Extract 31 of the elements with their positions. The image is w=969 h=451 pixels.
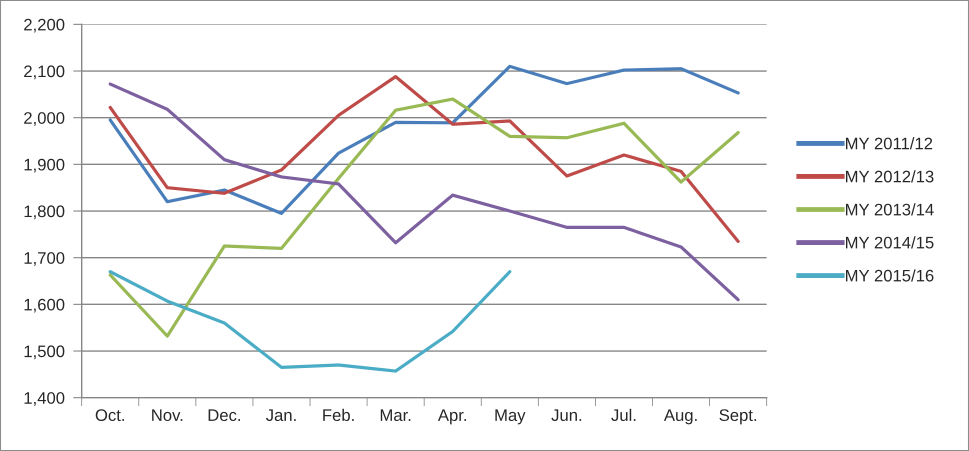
y-tick-label: 1,600 — [24, 298, 64, 313]
x-tick-label: Aug. — [664, 409, 697, 424]
y-tick-label: 1,700 — [24, 252, 64, 266]
legend-label: MY 2015/16 — [846, 269, 934, 282]
x-tick-label: Feb. — [323, 408, 354, 422]
line-series — [108, 270, 512, 373]
x-tick-label: May — [495, 409, 526, 424]
y-tick-label: 1,800 — [24, 205, 64, 220]
x-tick-label: Jun. — [551, 409, 582, 422]
x-tick-label: Sept. — [719, 409, 756, 424]
line-series — [108, 64, 740, 215]
x-tick-label: Dec. — [208, 409, 240, 422]
legend-label: MY 2012/13 — [846, 170, 934, 182]
legend-label: MY 2014/15 — [846, 236, 934, 249]
y-tick-label: 1,500 — [24, 345, 64, 360]
line-series — [108, 82, 740, 302]
line-series — [108, 75, 740, 243]
x-tick-label: Apr. — [438, 409, 466, 424]
x-tick-label: Mar. — [380, 409, 410, 422]
y-tick-label: 2,200 — [24, 18, 64, 33]
y-tick-label: 2,000 — [24, 112, 64, 126]
legend-label: MY 2011/12 — [846, 137, 932, 150]
x-tick-label: Jul. — [611, 408, 636, 422]
x-tick-label: Nov. — [152, 409, 182, 422]
line-series — [108, 97, 740, 338]
y-tick-label: 1,900 — [24, 158, 64, 173]
x-tick-label: Oct. — [96, 409, 124, 422]
legend-label: MY 2013/14 — [846, 203, 934, 216]
y-tick-label: 2,100 — [24, 65, 64, 80]
y-tick-label: 1,400 — [24, 392, 64, 406]
x-tick-label: Jan. — [266, 409, 296, 422]
